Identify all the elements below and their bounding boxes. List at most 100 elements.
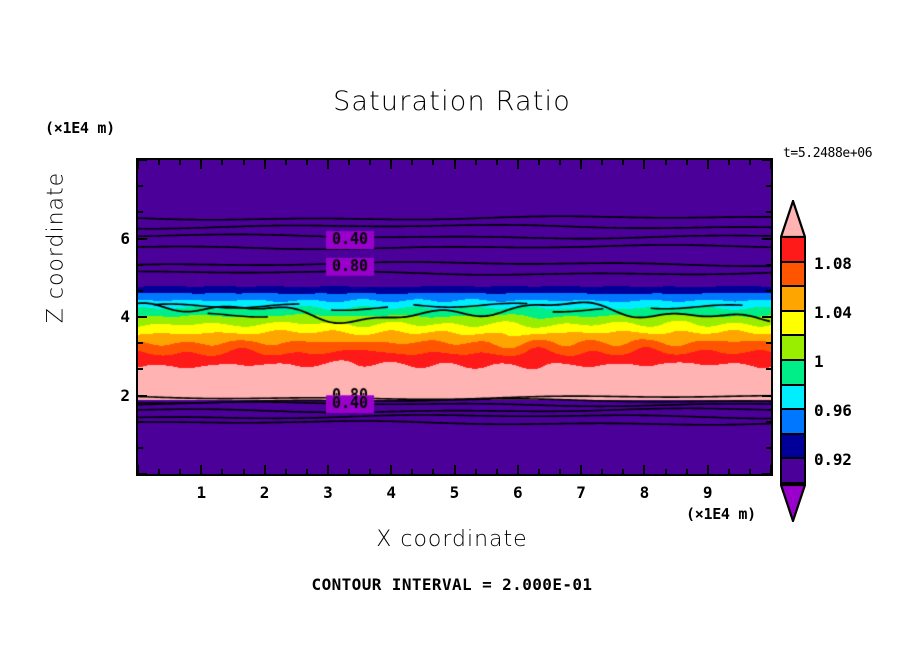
y-minor-tick xyxy=(138,446,143,449)
y-major-tick-right xyxy=(762,237,771,240)
colorbar-band-9 xyxy=(780,459,806,484)
x-minor-tick xyxy=(284,469,287,474)
colorbar-top-arrow xyxy=(779,197,807,242)
y-minor-tick-right xyxy=(766,185,771,188)
colorbar-band-6 xyxy=(780,385,806,411)
colorbar-band-2 xyxy=(780,287,806,312)
x-minor-tick-top xyxy=(158,160,161,165)
x-minor-tick-top xyxy=(601,160,604,165)
colorbar-band-7 xyxy=(780,410,806,435)
colorbar-label-1: 1 xyxy=(814,352,824,371)
x-minor-tick xyxy=(685,469,688,474)
time-stamp-label: t=5.2488e+06 xyxy=(783,146,873,161)
y-minor-tick-right xyxy=(766,211,771,214)
x-tick-label-5: 5 xyxy=(449,483,460,502)
x-tick-label-2: 2 xyxy=(259,483,270,502)
y-major-tick xyxy=(138,473,147,475)
x-minor-tick-top xyxy=(432,160,435,165)
x-major-tick xyxy=(137,465,139,474)
y-minor-tick-right xyxy=(766,446,771,449)
y-minor-tick xyxy=(138,289,143,292)
colorbar-band-1 xyxy=(780,262,806,288)
y-minor-tick-right xyxy=(766,420,771,423)
x-minor-tick-top xyxy=(664,160,667,165)
colorbar[interactable]: 1.08 1.04 1 0.96 0.92 xyxy=(779,197,852,525)
x-minor-tick-top xyxy=(685,160,688,165)
x-major-tick xyxy=(263,465,266,474)
y-tick-label-6: 6 xyxy=(120,228,130,248)
y-minor-tick-right xyxy=(766,368,771,371)
x-major-tick-top xyxy=(200,160,203,169)
x-minor-tick-top xyxy=(559,160,561,165)
x-major-tick xyxy=(200,465,203,474)
y-minor-tick-right xyxy=(766,342,771,345)
x-minor-tick-top xyxy=(221,160,224,165)
colorbar-bottom-arrow xyxy=(779,483,807,526)
x-minor-tick xyxy=(474,469,477,474)
x-minor-tick xyxy=(727,469,730,474)
x-minor-tick xyxy=(305,469,308,474)
y-minor-tick-right xyxy=(766,263,771,266)
x-minor-tick xyxy=(432,469,435,474)
x-tick-label-1: 1 xyxy=(196,483,207,502)
x-minor-tick xyxy=(221,469,224,474)
x-minor-tick-top xyxy=(622,160,625,165)
x-minor-tick xyxy=(411,469,414,474)
x-tick-label-8: 8 xyxy=(639,483,650,502)
x-minor-tick-top xyxy=(369,160,372,165)
x-tick-label-9: 9 xyxy=(702,483,713,502)
x-minor-tick-top xyxy=(348,160,350,165)
y-major-tick xyxy=(138,316,147,318)
colorbar-band-8 xyxy=(780,434,806,460)
y-minor-tick xyxy=(138,368,143,371)
y-major-tick-right xyxy=(762,159,771,161)
x-minor-tick-top xyxy=(411,160,414,165)
x-minor-tick-top xyxy=(242,160,245,165)
colorbar-band-0 xyxy=(780,238,806,263)
contour-plot-area[interactable] xyxy=(136,158,773,476)
x-major-tick xyxy=(453,465,456,474)
x-tick-label-7: 7 xyxy=(576,483,586,502)
x-tick-label-4: 4 xyxy=(386,483,396,502)
x-minor-tick xyxy=(158,469,161,474)
contour-interval-caption: CONTOUR INTERVAL = 2.000E-01 xyxy=(311,575,593,594)
y-major-tick-right xyxy=(762,394,771,397)
x-major-tick xyxy=(326,465,329,474)
colorbar-band-3 xyxy=(780,311,806,337)
x-major-tick xyxy=(643,465,646,474)
x-major-tick-top xyxy=(706,160,709,169)
x-tick-label-6: 6 xyxy=(512,483,523,502)
x-minor-tick-top xyxy=(495,160,498,165)
x-tick-label-3: 3 xyxy=(323,483,333,502)
x-minor-tick xyxy=(537,469,540,474)
x-minor-tick-top xyxy=(727,160,730,165)
y-minor-tick xyxy=(138,211,143,214)
x-major-tick-top xyxy=(326,160,329,169)
y-minor-tick xyxy=(138,185,143,188)
x-major-tick-top xyxy=(516,160,519,169)
y-tick-label-2: 2 xyxy=(120,385,130,405)
page-title: Saturation Ratio xyxy=(333,86,571,117)
y-major-tick xyxy=(138,394,147,397)
x-minor-tick xyxy=(664,469,667,474)
x-major-tick-top xyxy=(390,160,393,169)
x-minor-tick-top xyxy=(179,160,182,165)
colorbar-label-1-04: 1.04 xyxy=(814,302,852,322)
x-major-tick-top xyxy=(137,160,139,169)
saturation-ratio-field xyxy=(138,160,771,474)
x-axis-title: X coordinate xyxy=(376,527,528,552)
x-minor-tick xyxy=(348,469,350,474)
x-major-tick-top xyxy=(643,160,646,169)
x-major-tick xyxy=(516,465,519,474)
colorbar-band-4 xyxy=(780,336,806,361)
x-major-tick-top xyxy=(580,160,583,169)
x-minor-tick xyxy=(748,469,751,474)
x-major-tick-top xyxy=(770,160,772,169)
x-minor-tick xyxy=(622,469,625,474)
y-axis-title: Z coordinate xyxy=(43,171,69,324)
y-major-tick-right xyxy=(762,316,771,318)
x-major-tick xyxy=(580,465,583,474)
y-minor-tick-right xyxy=(766,289,771,292)
y-axis-unit-label: (×1E4 m) xyxy=(45,119,115,137)
colorbar-band-5 xyxy=(780,361,806,386)
